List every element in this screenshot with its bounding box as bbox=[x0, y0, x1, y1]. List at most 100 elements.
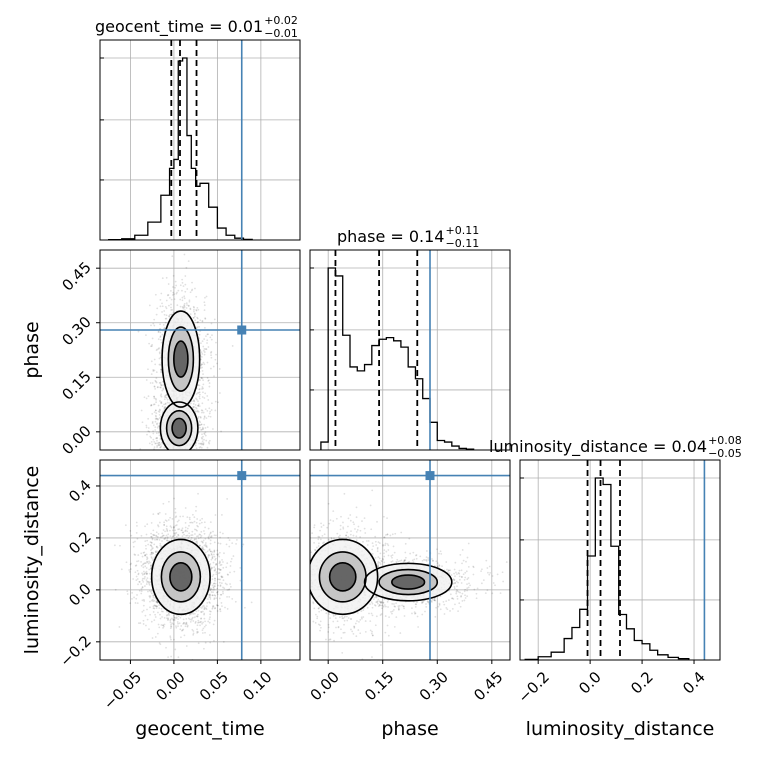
sample-point bbox=[496, 573, 499, 576]
sample-point bbox=[208, 549, 211, 552]
sample-point bbox=[144, 553, 147, 556]
sample-point bbox=[172, 454, 174, 456]
sample-point bbox=[152, 529, 155, 532]
sample-point bbox=[187, 304, 190, 307]
sample-point bbox=[167, 611, 170, 614]
sample-point bbox=[164, 317, 167, 320]
sample-point bbox=[209, 539, 212, 542]
sample-point bbox=[159, 394, 162, 397]
sample-point bbox=[172, 458, 174, 460]
sample-point bbox=[190, 402, 192, 405]
sample-point bbox=[174, 529, 176, 532]
sample-point bbox=[137, 622, 140, 625]
sample-point bbox=[210, 354, 212, 357]
sample-point bbox=[152, 432, 155, 435]
sample-point bbox=[191, 288, 194, 291]
sample-point bbox=[202, 428, 204, 430]
sample-point bbox=[218, 562, 221, 565]
sample-point bbox=[458, 602, 461, 605]
sample-point bbox=[150, 545, 153, 548]
sample-point bbox=[199, 442, 202, 445]
sample-point bbox=[196, 321, 199, 324]
sample-point bbox=[422, 601, 424, 604]
sample-point bbox=[196, 535, 198, 538]
sample-point bbox=[152, 438, 155, 441]
sample-point bbox=[208, 610, 211, 613]
sample-point bbox=[160, 370, 162, 373]
sample-point bbox=[159, 364, 162, 366]
sample-point bbox=[158, 352, 161, 355]
sample-point bbox=[159, 305, 162, 308]
contour-line bbox=[161, 310, 201, 408]
sample-point bbox=[220, 563, 223, 566]
sample-point bbox=[203, 417, 205, 420]
sample-point bbox=[469, 584, 471, 587]
sample-point bbox=[155, 605, 158, 608]
sample-point bbox=[395, 561, 398, 563]
sample-point bbox=[201, 426, 204, 429]
sample-point bbox=[384, 544, 386, 547]
sample-point bbox=[454, 575, 456, 578]
sample-point bbox=[169, 297, 171, 299]
sample-point bbox=[202, 435, 204, 438]
contour-line bbox=[171, 417, 187, 439]
sample-point bbox=[219, 578, 222, 581]
sample-point bbox=[205, 608, 208, 611]
sample-point bbox=[151, 412, 154, 415]
sample-point bbox=[201, 363, 203, 366]
sample-point bbox=[219, 568, 222, 571]
sample-point bbox=[208, 442, 211, 445]
sample-point bbox=[210, 553, 213, 556]
sample-point bbox=[149, 613, 152, 616]
sample-point bbox=[192, 316, 195, 319]
sample-point bbox=[192, 632, 195, 635]
sample-point bbox=[180, 529, 183, 532]
sample-point bbox=[226, 583, 228, 586]
sample-point bbox=[393, 625, 396, 628]
sample-point bbox=[376, 546, 379, 549]
sample-point bbox=[166, 529, 169, 531]
sample-point bbox=[212, 561, 215, 564]
sample-point bbox=[152, 605, 155, 608]
sample-point bbox=[148, 581, 151, 584]
x-axis-label: geocent_time bbox=[135, 718, 264, 740]
sample-point bbox=[340, 628, 342, 631]
sample-point bbox=[150, 551, 153, 554]
sample-point bbox=[199, 367, 202, 369]
sample-point bbox=[204, 620, 206, 623]
sample-point bbox=[203, 351, 206, 353]
sample-point bbox=[196, 392, 199, 394]
sample-point bbox=[152, 600, 155, 603]
sample-point bbox=[170, 638, 172, 641]
sample-point bbox=[222, 579, 225, 582]
sample-point bbox=[140, 534, 143, 537]
sample-point bbox=[149, 544, 152, 547]
sample-point bbox=[161, 333, 164, 336]
sample-point bbox=[181, 299, 184, 302]
sample-point bbox=[202, 427, 204, 430]
sample-point bbox=[228, 545, 231, 548]
sample-point bbox=[232, 555, 235, 557]
sample-point bbox=[163, 524, 166, 526]
sample-point bbox=[201, 366, 204, 369]
sample-point bbox=[220, 575, 223, 578]
sample-point bbox=[219, 569, 222, 571]
sample-point bbox=[137, 330, 140, 333]
sample-point bbox=[203, 353, 206, 356]
sample-point bbox=[219, 584, 222, 587]
sample-point bbox=[216, 554, 219, 557]
sample-point bbox=[136, 560, 138, 563]
sample-point bbox=[135, 531, 138, 534]
sample-point bbox=[204, 392, 207, 395]
sample-point bbox=[185, 266, 188, 269]
sample-point bbox=[152, 368, 155, 371]
sample-point bbox=[183, 469, 185, 471]
sample-point bbox=[391, 533, 394, 536]
sample-point bbox=[215, 604, 218, 606]
sample-point bbox=[198, 333, 201, 336]
sample-point bbox=[185, 453, 187, 455]
sample-point bbox=[154, 616, 157, 618]
sample-point bbox=[181, 468, 183, 470]
sample-point bbox=[150, 440, 153, 443]
sample-point bbox=[150, 552, 153, 554]
